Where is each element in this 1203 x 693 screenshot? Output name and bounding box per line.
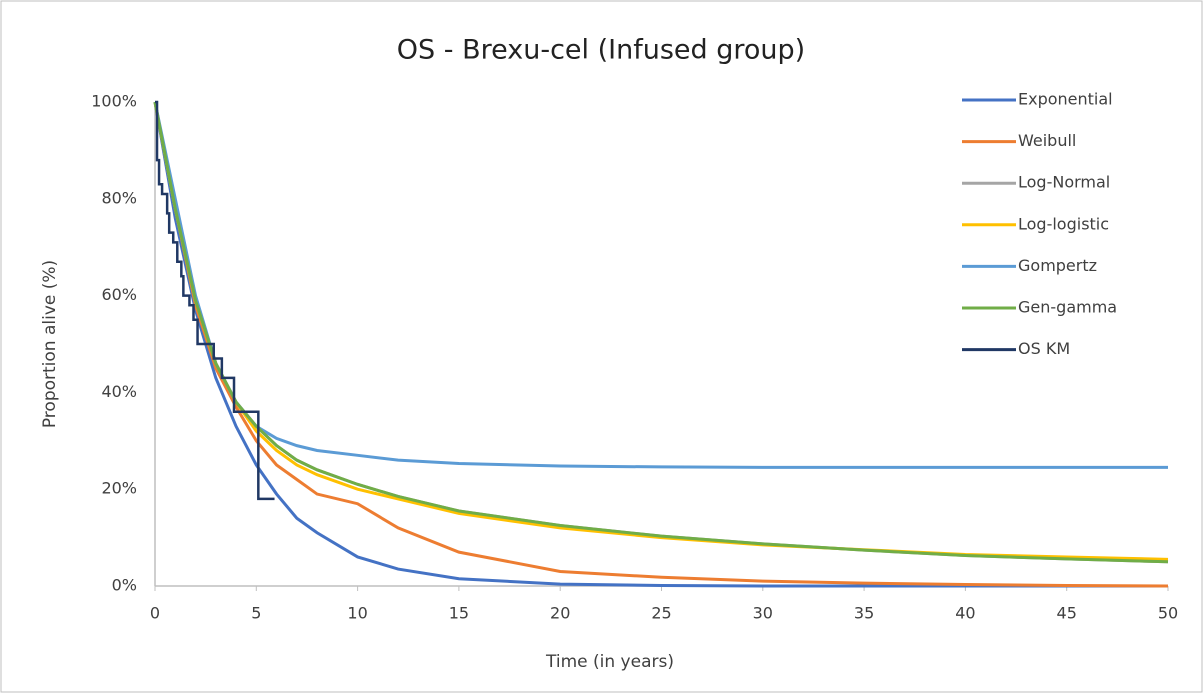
legend-label: Gompertz (1018, 256, 1097, 275)
y-tick-label: 100% (91, 92, 137, 111)
y-tick-label: 60% (101, 285, 137, 304)
x-tick-label: 40 (955, 604, 975, 623)
legend-label: Gen-gamma (1018, 298, 1117, 317)
chart-title: OS - Brexu-cel (Infused group) (397, 35, 805, 66)
y-tick-label: 40% (101, 382, 137, 401)
x-tick-label: 10 (347, 604, 367, 623)
x-tick-label: 50 (1158, 604, 1178, 623)
legend-label: Log-logistic (1018, 214, 1109, 233)
line-series (153, 101, 1168, 588)
legend-label: OS KM (1018, 339, 1070, 358)
legend-label: Weibull (1018, 131, 1076, 150)
x-tick-label: 15 (449, 604, 469, 623)
y-tick-label: 0% (112, 576, 137, 595)
x-tick-label: 25 (651, 604, 671, 623)
x-tick-label: 45 (1057, 604, 1077, 623)
line-series (155, 100, 275, 501)
y-tick-label: 20% (101, 479, 137, 498)
legend-label: Exponential (1018, 90, 1113, 109)
line-series (153, 101, 1169, 564)
line-series (153, 101, 1169, 588)
x-tick-label: 35 (854, 604, 874, 623)
x-tick-label: 30 (753, 604, 773, 623)
y-tick-label: 80% (101, 188, 137, 207)
x-tick-label: 20 (550, 604, 570, 623)
y-axis-label: Proportion alive (%) (40, 260, 60, 428)
x-axis-label: Time (in years) (545, 652, 674, 672)
legend-label: Log-Normal (1018, 173, 1110, 192)
x-tick-label: 0 (150, 604, 160, 623)
x-tick-label: 5 (251, 604, 261, 623)
